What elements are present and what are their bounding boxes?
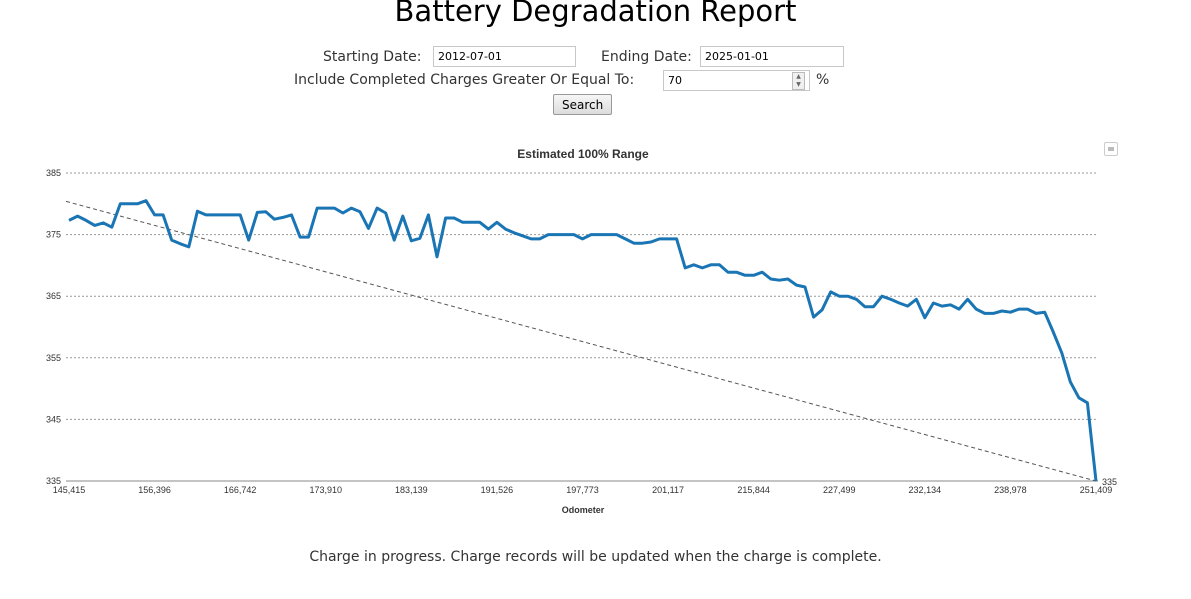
y-tick-label: 365 bbox=[46, 291, 61, 301]
last-point-label: 335 bbox=[1102, 477, 1117, 487]
menu-icon bbox=[1108, 147, 1114, 151]
threshold-label: Include Completed Charges Greater Or Equ… bbox=[294, 72, 635, 88]
y-tick-label: 375 bbox=[46, 230, 61, 240]
threshold-input[interactable] bbox=[663, 70, 810, 91]
x-tick-label: 238,978 bbox=[994, 485, 1027, 495]
series-line bbox=[68, 199, 1098, 482]
x-tick-label: 215,844 bbox=[737, 485, 770, 495]
x-tick-label: 197,773 bbox=[566, 485, 599, 495]
x-tick-label: 227,499 bbox=[823, 485, 856, 495]
x-axis-title: Odometer bbox=[562, 505, 605, 515]
chart-menu-button[interactable] bbox=[1104, 142, 1118, 156]
x-tick-label: 156,396 bbox=[138, 485, 171, 495]
threshold-unit: % bbox=[816, 72, 830, 88]
y-tick-label: 385 bbox=[46, 168, 61, 178]
x-tick-label: 173,910 bbox=[309, 485, 342, 495]
search-button[interactable]: Search bbox=[553, 94, 613, 115]
y-tick-label: 355 bbox=[46, 353, 61, 363]
y-tick-label: 335 bbox=[46, 476, 61, 486]
chart-title: Estimated 100% Range bbox=[517, 147, 649, 161]
page-title: Battery Degradation Report bbox=[394, 0, 797, 28]
x-tick-label: 145,415 bbox=[53, 485, 86, 495]
range-chart: Estimated 100% Range 335345355365375385 … bbox=[46, 147, 1117, 515]
start-date-input[interactable] bbox=[433, 46, 576, 67]
threshold-stepper[interactable]: ▲ ▼ bbox=[792, 72, 805, 90]
x-tick-label: 232,134 bbox=[909, 485, 942, 495]
x-tick-label: 201,117 bbox=[652, 485, 684, 495]
x-tick-label: 191,526 bbox=[481, 485, 514, 495]
end-date-input[interactable] bbox=[700, 46, 844, 67]
y-tick-label: 345 bbox=[46, 414, 61, 424]
start-date-label: Starting Date: bbox=[323, 49, 422, 65]
status-message: Charge in progress. Charge records will … bbox=[309, 549, 882, 565]
end-date-label: Ending Date: bbox=[601, 49, 692, 65]
x-tick-label: 251,409 bbox=[1080, 485, 1113, 495]
trend-line bbox=[65, 200, 1097, 482]
x-tick-label: 166,742 bbox=[224, 485, 257, 495]
x-tick-label: 183,139 bbox=[395, 485, 428, 495]
